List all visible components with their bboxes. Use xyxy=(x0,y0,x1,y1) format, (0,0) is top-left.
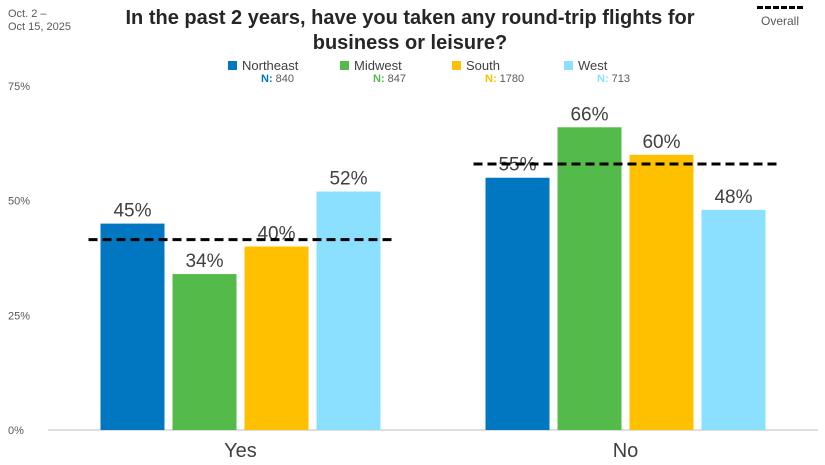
x-category-label: No xyxy=(613,440,639,462)
overall-legend: Overall xyxy=(745,6,815,28)
x-category-label: Yes xyxy=(224,440,257,462)
bar-west-no xyxy=(701,209,766,430)
bar-midwest-no xyxy=(557,127,622,430)
overall-legend-line xyxy=(757,6,803,9)
data-label: 45% xyxy=(113,201,151,222)
legend-item-midwest: Midwest N: 847 xyxy=(340,58,452,86)
legend-n-northeast: 840 xyxy=(275,73,295,85)
bar-south-yes xyxy=(244,246,309,430)
legend-item-northeast: Northeast N: 840 xyxy=(228,58,340,86)
y-tick-label: 75% xyxy=(8,81,30,93)
legend-item-west: West N: 713 xyxy=(564,58,676,86)
legend-n-west: 713 xyxy=(611,73,631,85)
chart-title: In the past 2 years, have you taken any … xyxy=(125,7,695,54)
overall-legend-label: Overall xyxy=(760,14,799,28)
bar-northeast-no xyxy=(485,177,550,430)
y-tick-label: 50% xyxy=(8,196,30,208)
legend-label-west: West xyxy=(578,58,608,73)
legend-label-northeast: Northeast xyxy=(242,58,299,73)
legend-swatch-midwest xyxy=(340,61,349,70)
data-label: 40% xyxy=(257,224,295,245)
y-tick-label: 25% xyxy=(8,310,30,322)
bar-midwest-yes xyxy=(172,274,237,430)
legend-n-key-northeast: N: xyxy=(261,73,273,85)
data-label: 48% xyxy=(714,187,752,208)
legend-item-south: South N: 1780 xyxy=(452,58,564,86)
y-tick-label: 0% xyxy=(8,425,24,437)
data-label: 60% xyxy=(642,132,680,153)
legend-n-key-south: N: xyxy=(485,73,497,85)
legend-n-key-west: N: xyxy=(597,73,609,85)
bar-northeast-yes xyxy=(100,223,165,430)
legend-n-south: 1780 xyxy=(499,73,525,85)
data-label: 34% xyxy=(185,251,223,272)
bar-south-no xyxy=(629,154,694,431)
legend-label-midwest: Midwest xyxy=(354,58,402,73)
legend-swatch-south xyxy=(452,61,461,70)
data-label: 52% xyxy=(329,168,367,189)
date-range: Oct. 2 – Oct 15, 2025 xyxy=(8,8,71,33)
legend-swatch-northeast xyxy=(228,61,237,70)
legend-n-key-midwest: N: xyxy=(373,73,385,85)
legend-n-midwest: 847 xyxy=(387,73,407,85)
legend-label-south: South xyxy=(466,58,500,73)
legend: Northeast N: 840 Midwest N: 847 South N:… xyxy=(228,58,676,86)
legend-swatch-west xyxy=(564,61,573,70)
bar-west-yes xyxy=(316,191,381,430)
data-label: 66% xyxy=(570,104,608,125)
